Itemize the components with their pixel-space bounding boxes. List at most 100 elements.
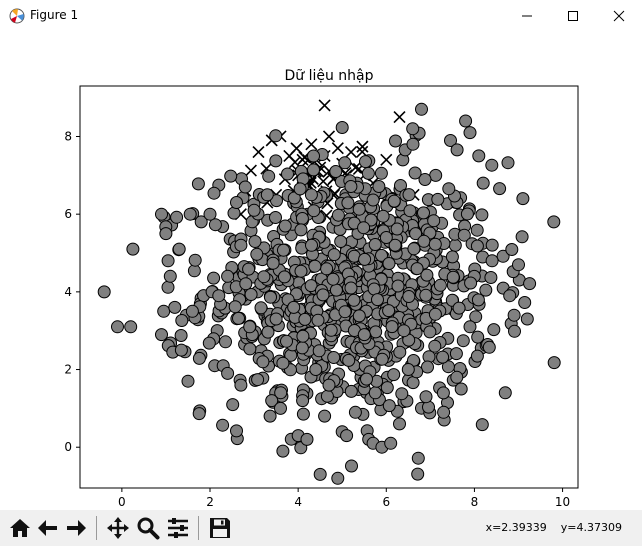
scatter-point-circle	[385, 320, 399, 334]
scatter-point-circle	[429, 168, 443, 182]
scatter-point-circle	[484, 271, 498, 284]
scatter-point-circle	[450, 370, 464, 384]
scatter-point-circle	[406, 122, 420, 136]
scatter-point-circle	[274, 386, 288, 400]
close-button[interactable]	[596, 0, 642, 31]
scatter-point-circle	[261, 325, 275, 339]
scatter-point-circle	[287, 300, 301, 314]
scatter-point-circle	[278, 219, 292, 233]
scatter-point-circle	[445, 250, 459, 264]
pan-button[interactable]	[104, 514, 132, 542]
home-button[interactable]	[6, 514, 34, 542]
scatter-point-circle	[463, 126, 477, 140]
scatter-point-circle	[402, 188, 416, 202]
scatter-point-circle	[459, 114, 473, 128]
scatter-point-circle	[382, 304, 396, 318]
axes-frame	[79, 85, 579, 489]
scatter-point-circle	[159, 227, 173, 241]
scatter-point-circle	[207, 186, 221, 200]
scatter-point-circle	[547, 356, 561, 370]
scatter-point-circle	[485, 254, 499, 268]
scatter-point-circle	[344, 281, 358, 295]
scatter-point-circle	[428, 237, 442, 251]
scatter-point-circle	[388, 238, 402, 252]
scatter-point-circle	[238, 180, 252, 194]
scatter-point-circle	[516, 192, 530, 206]
scatter-point-circle	[172, 242, 186, 256]
scatter-point-circle	[508, 324, 521, 338]
scatter-chart[interactable]: 0 2 4 6 8 10 0 2 4 6 8 Dữ liệu nhập	[0, 31, 642, 510]
scatter-point-circle	[170, 210, 184, 224]
scatter-point-circle	[344, 180, 358, 193]
toolbar-separator	[96, 516, 97, 540]
x-tick-label: 10	[555, 495, 570, 509]
scatter-point-circle	[326, 272, 340, 286]
scatter-point-circle	[472, 149, 486, 163]
scatter-point-circle	[338, 156, 352, 170]
scatter-point-circle	[384, 436, 398, 450]
scatter-point-circle	[334, 235, 348, 248]
scatter-point-circle	[368, 238, 382, 251]
scatter-point-circle	[372, 180, 386, 193]
scatter-point-circle	[375, 352, 389, 366]
scatter-point-circle	[419, 288, 433, 302]
scatter-point-circle	[174, 329, 188, 342]
scatter-point-circle	[329, 283, 343, 297]
save-button[interactable]	[206, 514, 234, 542]
x-tick-label: 2	[206, 495, 214, 509]
scatter-point-circle	[470, 223, 484, 237]
scatter-point-circle	[192, 407, 206, 421]
scatter-point-circle	[348, 405, 362, 419]
scatter-point-circle	[331, 208, 345, 222]
scatter-point-circle	[374, 166, 388, 180]
scatter-point-circle	[464, 276, 478, 290]
scatter-point-circle	[345, 459, 358, 473]
scatter-point-circle	[269, 312, 283, 326]
scatter-point-circle	[446, 270, 460, 284]
scatter-point-cross	[290, 142, 303, 155]
scatter-point-circle	[232, 311, 245, 325]
scatter-point-cross	[252, 145, 265, 159]
matplotlib-logo-icon[interactable]	[9, 8, 25, 24]
scatter-point-circle	[361, 166, 375, 180]
scatter-point-circle	[296, 394, 310, 408]
scatter-point-circle	[341, 196, 355, 210]
scatter-point-circle	[470, 239, 484, 253]
scatter-point-circle	[382, 257, 396, 270]
x-tick-label: 8	[471, 495, 479, 509]
scatter-point-circle	[161, 280, 175, 294]
scatter-point-circle	[402, 290, 416, 303]
scatter-point-circle	[512, 258, 525, 272]
scatter-point-circle	[442, 182, 456, 196]
scatter-point-circle	[295, 341, 309, 355]
back-button[interactable]	[34, 514, 62, 542]
scatter-point-circle	[471, 293, 485, 307]
scatter-point-circle	[406, 137, 420, 151]
scatter-point-circle	[248, 235, 262, 248]
scatter-point-circle	[266, 256, 280, 270]
zoom-button[interactable]	[134, 514, 162, 542]
maximize-button[interactable]	[550, 0, 596, 31]
scatter-point-circle	[523, 277, 537, 291]
scatter-point-circle	[254, 301, 268, 315]
scatter-point-cross	[322, 130, 336, 143]
scatter-point-circle	[228, 300, 242, 314]
minimize-button[interactable]	[504, 0, 550, 31]
scatter-point-circle	[475, 208, 489, 222]
window-titlebar: Figure 1	[0, 0, 642, 31]
forward-button[interactable]	[62, 514, 90, 542]
scatter-point-circle	[427, 214, 441, 228]
scatter-point-circle	[207, 271, 221, 285]
scatter-point-circle	[340, 429, 354, 443]
y-tick-label: 4	[64, 285, 72, 299]
scatter-point-circle	[243, 320, 257, 334]
scatter-point-circle	[423, 325, 437, 339]
configure-subplots-button[interactable]	[164, 514, 192, 542]
scatter-point-circle	[415, 102, 428, 116]
scatter-point-circle	[479, 283, 493, 297]
scatter-point-circle	[390, 222, 404, 236]
scatter-point-circle	[417, 206, 430, 220]
ticks-layer: 0 2 4 6 8 10 0 2 4 6 8	[64, 129, 570, 509]
scatter-point-circle	[389, 134, 402, 148]
scatter-point-circle	[308, 259, 322, 273]
